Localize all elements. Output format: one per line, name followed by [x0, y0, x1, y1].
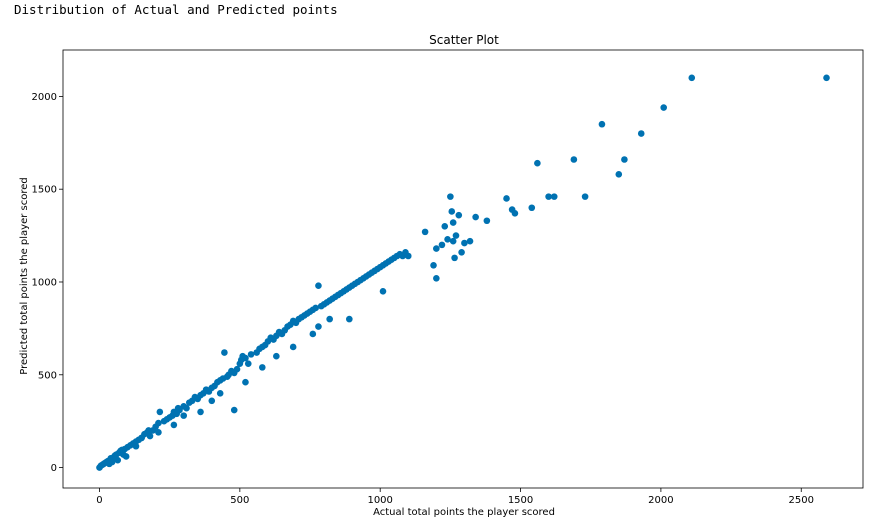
- data-point: [581, 193, 589, 200]
- data-point: [441, 223, 449, 230]
- data-point: [637, 130, 645, 137]
- data-point: [289, 343, 297, 351]
- data-point: [511, 210, 519, 217]
- x-tick-label: 1000: [367, 495, 392, 506]
- x-tick-label: 0: [96, 495, 102, 506]
- y-tick-label: 0: [51, 463, 57, 474]
- y-tick-label: 1000: [32, 277, 57, 288]
- data-point: [444, 236, 451, 243]
- data-point: [244, 360, 252, 367]
- data-point: [570, 156, 578, 163]
- data-point: [216, 390, 224, 397]
- data-point: [483, 217, 491, 225]
- data-point: [180, 412, 188, 419]
- data-point: [233, 365, 241, 373]
- data-point: [258, 364, 266, 371]
- output-text: Distribution of Actual and Predicted poi…: [14, 2, 338, 17]
- data-point: [466, 237, 474, 245]
- data-point: [230, 406, 238, 414]
- y-axis-label: Predicted total points the player scored: [19, 177, 30, 374]
- data-point: [455, 211, 463, 219]
- data-point: [449, 237, 457, 245]
- data-point: [326, 315, 333, 323]
- plot-frame: [62, 49, 864, 489]
- data-point: [438, 241, 446, 249]
- data-point: [449, 219, 457, 226]
- data-point: [312, 304, 319, 312]
- data-points: [96, 74, 830, 471]
- x-tick-label: 1500: [508, 495, 533, 506]
- chart-title: Scatter Plot: [429, 33, 499, 47]
- data-point: [823, 74, 830, 82]
- data-point: [503, 195, 510, 202]
- x-axis: 0 500 1000 1500 2000 2500: [96, 488, 814, 506]
- data-point: [447, 193, 454, 200]
- y-tick-label: 1500: [32, 185, 57, 196]
- data-point: [458, 248, 465, 256]
- data-point: [433, 245, 440, 252]
- data-point: [108, 458, 116, 466]
- data-point: [379, 287, 387, 295]
- data-point: [433, 274, 440, 282]
- data-point: [550, 193, 558, 200]
- data-point: [183, 404, 190, 412]
- data-point: [461, 239, 468, 247]
- x-tick-label: 2500: [789, 495, 814, 506]
- x-axis-label: Actual total points the player scored: [373, 507, 555, 518]
- data-point: [430, 261, 437, 269]
- data-point: [688, 74, 696, 82]
- data-point: [155, 429, 162, 436]
- data-point: [156, 408, 164, 416]
- data-point: [247, 351, 255, 358]
- data-point: [242, 378, 249, 386]
- data-point: [534, 159, 541, 167]
- data-point: [146, 432, 154, 440]
- plot-area: [62, 49, 864, 489]
- data-point: [132, 442, 140, 450]
- data-point: [315, 282, 322, 290]
- data-point: [621, 156, 628, 163]
- data-point: [170, 421, 178, 429]
- data-point: [197, 408, 204, 416]
- data-point: [208, 397, 216, 405]
- y-tick-label: 2000: [32, 92, 57, 103]
- data-point: [598, 120, 606, 128]
- data-point: [155, 419, 162, 427]
- y-tick-label: 500: [38, 370, 57, 381]
- data-point: [660, 104, 668, 111]
- y-axis: 0 500 1000 1500 2000: [32, 92, 63, 474]
- data-point: [315, 323, 322, 330]
- data-point: [221, 349, 228, 356]
- data-point: [114, 456, 122, 464]
- data-point: [528, 204, 536, 212]
- data-point: [448, 208, 456, 215]
- data-point: [346, 315, 353, 323]
- x-tick-label: 2000: [648, 495, 673, 506]
- x-tick-label: 500: [230, 495, 249, 506]
- data-point: [309, 330, 317, 338]
- data-point: [452, 232, 460, 239]
- data-point: [472, 213, 479, 221]
- data-point: [273, 352, 280, 360]
- data-point: [615, 171, 623, 178]
- data-point: [451, 254, 458, 262]
- data-point: [242, 354, 249, 362]
- data-point: [545, 193, 552, 200]
- data-point: [120, 451, 127, 458]
- data-point: [421, 228, 429, 236]
- data-point: [404, 252, 412, 260]
- data-point: [138, 434, 145, 442]
